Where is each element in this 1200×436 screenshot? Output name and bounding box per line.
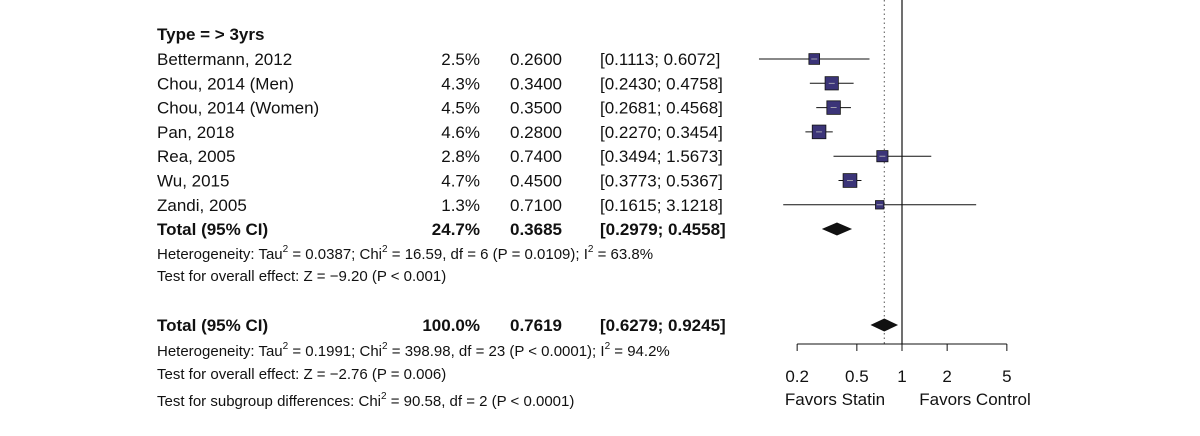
study-weight: 4.5%	[441, 99, 480, 118]
overall-effect-test: Test for overall effect: Z = −2.76 (P = …	[157, 366, 446, 383]
study-ci: [0.2430; 0.4758]	[600, 74, 723, 93]
study-weight: 1.3%	[441, 196, 480, 215]
study-estimate: 0.7400	[510, 147, 562, 166]
study-name: Pan, 2018	[157, 123, 235, 142]
study-estimate: 0.3400	[510, 74, 562, 93]
subgroup-total-weight: 24.7%	[432, 220, 480, 239]
overall-total-estimate: 0.7619	[510, 316, 562, 335]
x-label-right: Favors Control	[919, 390, 1030, 409]
subgroup-total-ci: [0.2979; 0.4558]	[600, 220, 726, 239]
overall-total-row: Total (95% CI) 100.0% 0.7619 [0.6279; 0.…	[157, 316, 726, 335]
study-weight: 4.3%	[441, 74, 480, 93]
study-ci: [0.1113; 0.6072]	[600, 50, 720, 69]
subgroup-heterogeneity: Heterogeneity: Tau2 = 0.0387; Chi2 = 16.…	[157, 244, 653, 263]
study-weight: 4.7%	[441, 172, 480, 191]
study-name: Rea, 2005	[157, 147, 235, 166]
study-weight: 2.5%	[441, 50, 480, 69]
study-estimate: 0.3500	[510, 99, 562, 118]
study-ci: [0.3494; 1.5673]	[600, 147, 723, 166]
x-tick-label: 0.2	[785, 367, 809, 386]
subgroup-label: Type = > 3yrs	[157, 25, 264, 44]
study-name: Chou, 2014 (Men)	[157, 74, 294, 93]
subgroup-total-row: Total (95% CI) 24.7% 0.3685 [0.2979; 0.4…	[157, 220, 726, 239]
subgroup-overall-test: Test for overall effect: Z = −9.20 (P < …	[157, 268, 446, 285]
study-weight: 2.8%	[441, 147, 480, 166]
subgroup-total-label: Total (95% CI)	[157, 220, 268, 239]
study-weight: 4.6%	[441, 123, 480, 142]
study-estimate: 0.2800	[510, 123, 562, 142]
study-row: Bettermann, 2012 2.5% 0.2600 [0.1113; 0.607…	[157, 50, 720, 69]
x-tick-label: 1	[897, 367, 906, 386]
x-tick-label: 0.5	[845, 367, 869, 386]
study-estimate: 0.2600	[510, 50, 562, 69]
subgroup-total-diamond	[821, 222, 853, 236]
study-name: Wu, 2015	[157, 172, 229, 191]
study-estimate: 0.4500	[510, 172, 562, 191]
overall-heterogeneity: Heterogeneity: Tau2 = 0.1991; Chi2 = 398…	[157, 341, 670, 360]
study-row: Chou, 2014 (Women) 4.5% 0.3500 [0.2681; 0.4…	[157, 99, 723, 118]
overall-total-weight: 100.0%	[422, 316, 480, 335]
study-ci: [0.2270; 0.3454]	[600, 123, 723, 142]
study-ci: [0.2681; 0.4568]	[600, 99, 723, 118]
plot-marks: 0.2 0.5 1 2 5	[758, 0, 1012, 386]
study-ci: [0.1615; 3.1218]	[600, 196, 723, 215]
study-ci: [0.3773; 0.5367]	[600, 172, 723, 191]
x-tick-label: 2	[942, 367, 951, 386]
study-name: Bettermann, 2012	[157, 50, 292, 69]
study-row: Wu, 2015 4.7% 0.4500 [0.3773; 0.5367]	[157, 172, 723, 191]
overall-total-label: Total (95% CI)	[157, 316, 268, 335]
study-row: Rea, 2005 2.8% 0.7400 [0.3494; 1.5673]	[157, 147, 723, 166]
overall-total-ci: [0.6279; 0.9245]	[600, 316, 726, 335]
study-rows: Bettermann, 2012 2.5% 0.2600 [0.1113; 0.607…	[157, 50, 723, 215]
study-name: Chou, 2014 (Women)	[157, 99, 319, 118]
study-row: Chou, 2014 (Men) 4.3% 0.3400 [0.2430; 0.475…	[157, 74, 723, 93]
overall-total-diamond	[870, 318, 899, 332]
x-tick-label: 5	[1002, 367, 1011, 386]
subgroup-total-estimate: 0.3685	[510, 220, 562, 239]
study-row: Zandi, 2005 1.3% 0.7100 [0.1615; 3.1218]	[157, 196, 723, 215]
study-name: Zandi, 2005	[157, 196, 247, 215]
study-estimate: 0.7100	[510, 196, 562, 215]
x-label-left: Favors Statin	[785, 390, 885, 409]
study-row: Pan, 2018 4.6% 0.2800 [0.2270; 0.3454]	[157, 123, 723, 142]
subgroup-differences-test: Test for subgroup differences: Chi2 = 90…	[157, 391, 574, 410]
